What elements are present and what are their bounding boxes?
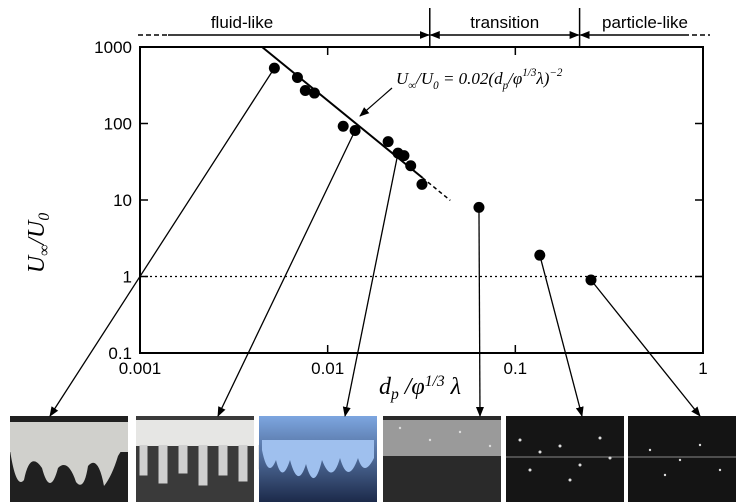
label-part: /φ — [507, 69, 522, 88]
y-tick-label: 1000 — [94, 38, 132, 57]
regime-label-bg — [466, 13, 544, 32]
regime-label-bg — [206, 13, 278, 32]
label-part: −2 — [549, 67, 562, 79]
label-part: /U — [415, 69, 435, 88]
data-point — [349, 125, 361, 137]
x-tick-label: 0.1 — [504, 359, 528, 378]
photo-arrow — [539, 255, 584, 417]
x-axis-label: dp /φ1/3 λ — [379, 373, 461, 403]
label-part: 1/3 — [425, 373, 445, 390]
data-point — [337, 120, 349, 132]
label-part: /φ — [399, 374, 425, 400]
y-tick-label: 10 — [113, 191, 132, 210]
y-tick-label: 100 — [104, 115, 132, 134]
x-tick-label: 1 — [698, 359, 707, 378]
label-part: ∞ — [408, 80, 416, 92]
regime-label-bg — [598, 13, 692, 32]
x-tick-label: 0.001 — [119, 359, 162, 378]
data-point — [416, 178, 428, 190]
data-point — [405, 160, 417, 172]
label-part: = 0.02(d — [439, 69, 503, 88]
data-point — [585, 274, 597, 286]
y-tick-label: 0.1 — [108, 344, 132, 363]
label-part: d — [379, 374, 392, 400]
label-part: λ — [445, 374, 461, 400]
photos — [10, 416, 736, 502]
data-point — [534, 249, 546, 261]
equation-pointer — [359, 87, 393, 117]
fit-line-extension — [421, 177, 451, 201]
data-point — [382, 136, 394, 148]
y-axis-label: U∞/U0 — [24, 213, 53, 273]
data-point — [308, 87, 320, 99]
regime-label: fluid-like — [211, 13, 273, 32]
label-part: /U — [24, 219, 50, 247]
plot-frame — [139, 46, 704, 354]
data-point — [398, 150, 410, 162]
label-part: 0 — [36, 213, 53, 221]
y-tick-label: 1 — [123, 268, 132, 287]
label-part: p — [390, 386, 399, 403]
data-point — [291, 71, 303, 83]
data-point — [268, 62, 280, 74]
label-part: ∞ — [36, 245, 53, 256]
photo-arrow — [49, 67, 275, 417]
data-point — [473, 201, 485, 213]
fit-equation: U∞/U0 = 0.02(dp/φ1/3λ)−2 — [396, 67, 563, 92]
label-part: p — [502, 80, 509, 92]
label-part: λ) — [535, 69, 549, 88]
regime-label: particle-like — [602, 13, 688, 32]
photo-arrow — [217, 130, 356, 417]
label-part: U — [24, 254, 50, 273]
label-part: 1/3 — [522, 67, 537, 79]
data-point — [299, 85, 311, 97]
x-tick-label: 0.01 — [311, 359, 344, 378]
photo-arrow — [590, 279, 701, 417]
photo-arrow — [475, 207, 484, 417]
photo-arrow — [342, 152, 399, 417]
label-part: 0 — [433, 80, 439, 92]
label-part: U — [396, 69, 410, 88]
regime-label: transition — [470, 13, 539, 32]
